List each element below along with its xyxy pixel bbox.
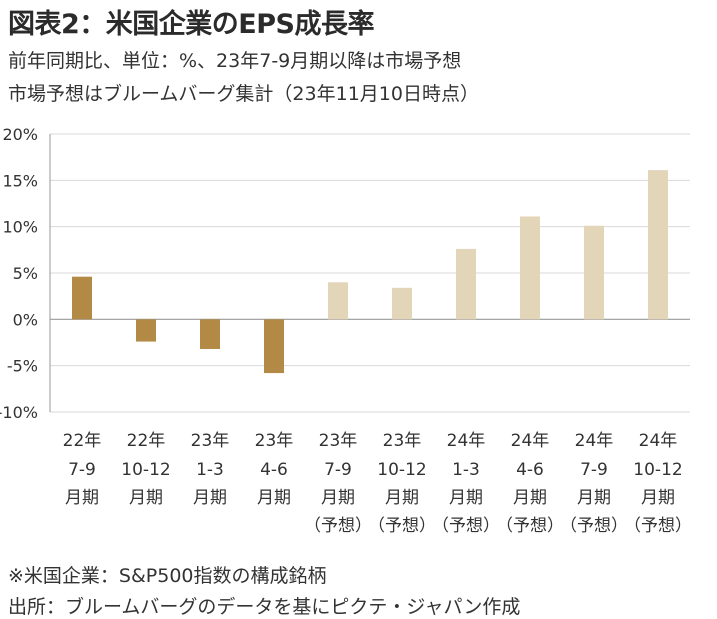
x-category-label: 24年 xyxy=(575,431,614,451)
y-tick-label: 0% xyxy=(13,310,38,329)
y-tick-label: 15% xyxy=(2,171,38,190)
x-category-label: 10-12 xyxy=(633,460,682,480)
footnote-source: 出所：ブルームバーグのデータを基にピクテ・ジャパン作成 xyxy=(8,596,521,618)
bar-actual xyxy=(264,319,284,374)
x-category-label: 月期 xyxy=(129,488,163,508)
x-category-label: 4-6 xyxy=(260,460,288,480)
x-category-label: （予想） xyxy=(560,516,628,536)
bar-actual xyxy=(72,276,92,320)
chart-subtitle-units: 前年同期比、単位：%、23年7-9月期以降は市場予想 xyxy=(8,50,462,72)
x-category-label: 1-3 xyxy=(196,460,224,480)
x-category-label: 月期 xyxy=(193,488,227,508)
x-category-label: （予想） xyxy=(304,516,372,536)
y-tick-label: 10% xyxy=(2,218,38,237)
x-category-label: 23年 xyxy=(383,431,422,451)
x-category-label: （予想） xyxy=(368,516,436,536)
x-category-label: 7-9 xyxy=(580,460,608,480)
bar-forecast xyxy=(392,287,412,320)
x-category-label: 月期 xyxy=(257,488,291,508)
y-tick-label: 5% xyxy=(13,264,38,283)
x-category-label: 月期 xyxy=(65,488,99,508)
chart-subtitle-source-date: 市場予想はブルームバーグ集計（23年11月10日時点） xyxy=(8,83,479,105)
x-category-label: 22年 xyxy=(127,431,166,451)
x-category-label: 23年 xyxy=(319,431,358,451)
x-category-label: 23年 xyxy=(191,431,230,451)
x-category-label: 月期 xyxy=(385,488,419,508)
x-category-label: 24年 xyxy=(447,431,486,451)
x-category-label: 7-9 xyxy=(68,460,96,480)
bar-forecast xyxy=(584,225,604,320)
x-category-label: 月期 xyxy=(577,488,611,508)
x-category-label: 10-12 xyxy=(121,460,170,480)
x-category-label: 23年 xyxy=(255,431,294,451)
x-category-label: 月期 xyxy=(641,488,675,508)
bar-forecast xyxy=(456,248,476,320)
x-category-label: 月期 xyxy=(321,488,355,508)
y-tick-label: 20% xyxy=(2,125,38,144)
x-category-label: 22年 xyxy=(63,431,102,451)
y-tick-label: -10% xyxy=(0,403,38,422)
x-category-label: 1-3 xyxy=(452,460,480,480)
y-tick-label: -5% xyxy=(7,357,38,376)
x-category-label: 24年 xyxy=(639,431,678,451)
x-category-label: （予想） xyxy=(496,516,564,536)
x-category-label: 月期 xyxy=(513,488,547,508)
bar-forecast xyxy=(520,216,540,320)
x-category-label: （予想） xyxy=(432,516,500,536)
x-category-label: 4-6 xyxy=(516,460,544,480)
chart-title: 図表2：米国企業のEPS成長率 xyxy=(8,9,374,40)
x-category-label: 24年 xyxy=(511,431,550,451)
x-category-label: 7-9 xyxy=(324,460,352,480)
x-category-label: （予想） xyxy=(624,516,692,536)
bar-actual xyxy=(136,319,156,342)
bar-actual xyxy=(200,319,220,349)
x-category-label: 月期 xyxy=(449,488,483,508)
footnote-definition: ※米国企業：S&P500指数の構成銘柄 xyxy=(8,565,327,587)
bar-forecast xyxy=(648,170,668,320)
x-category-label: 10-12 xyxy=(377,460,426,480)
bar-forecast xyxy=(328,282,348,320)
